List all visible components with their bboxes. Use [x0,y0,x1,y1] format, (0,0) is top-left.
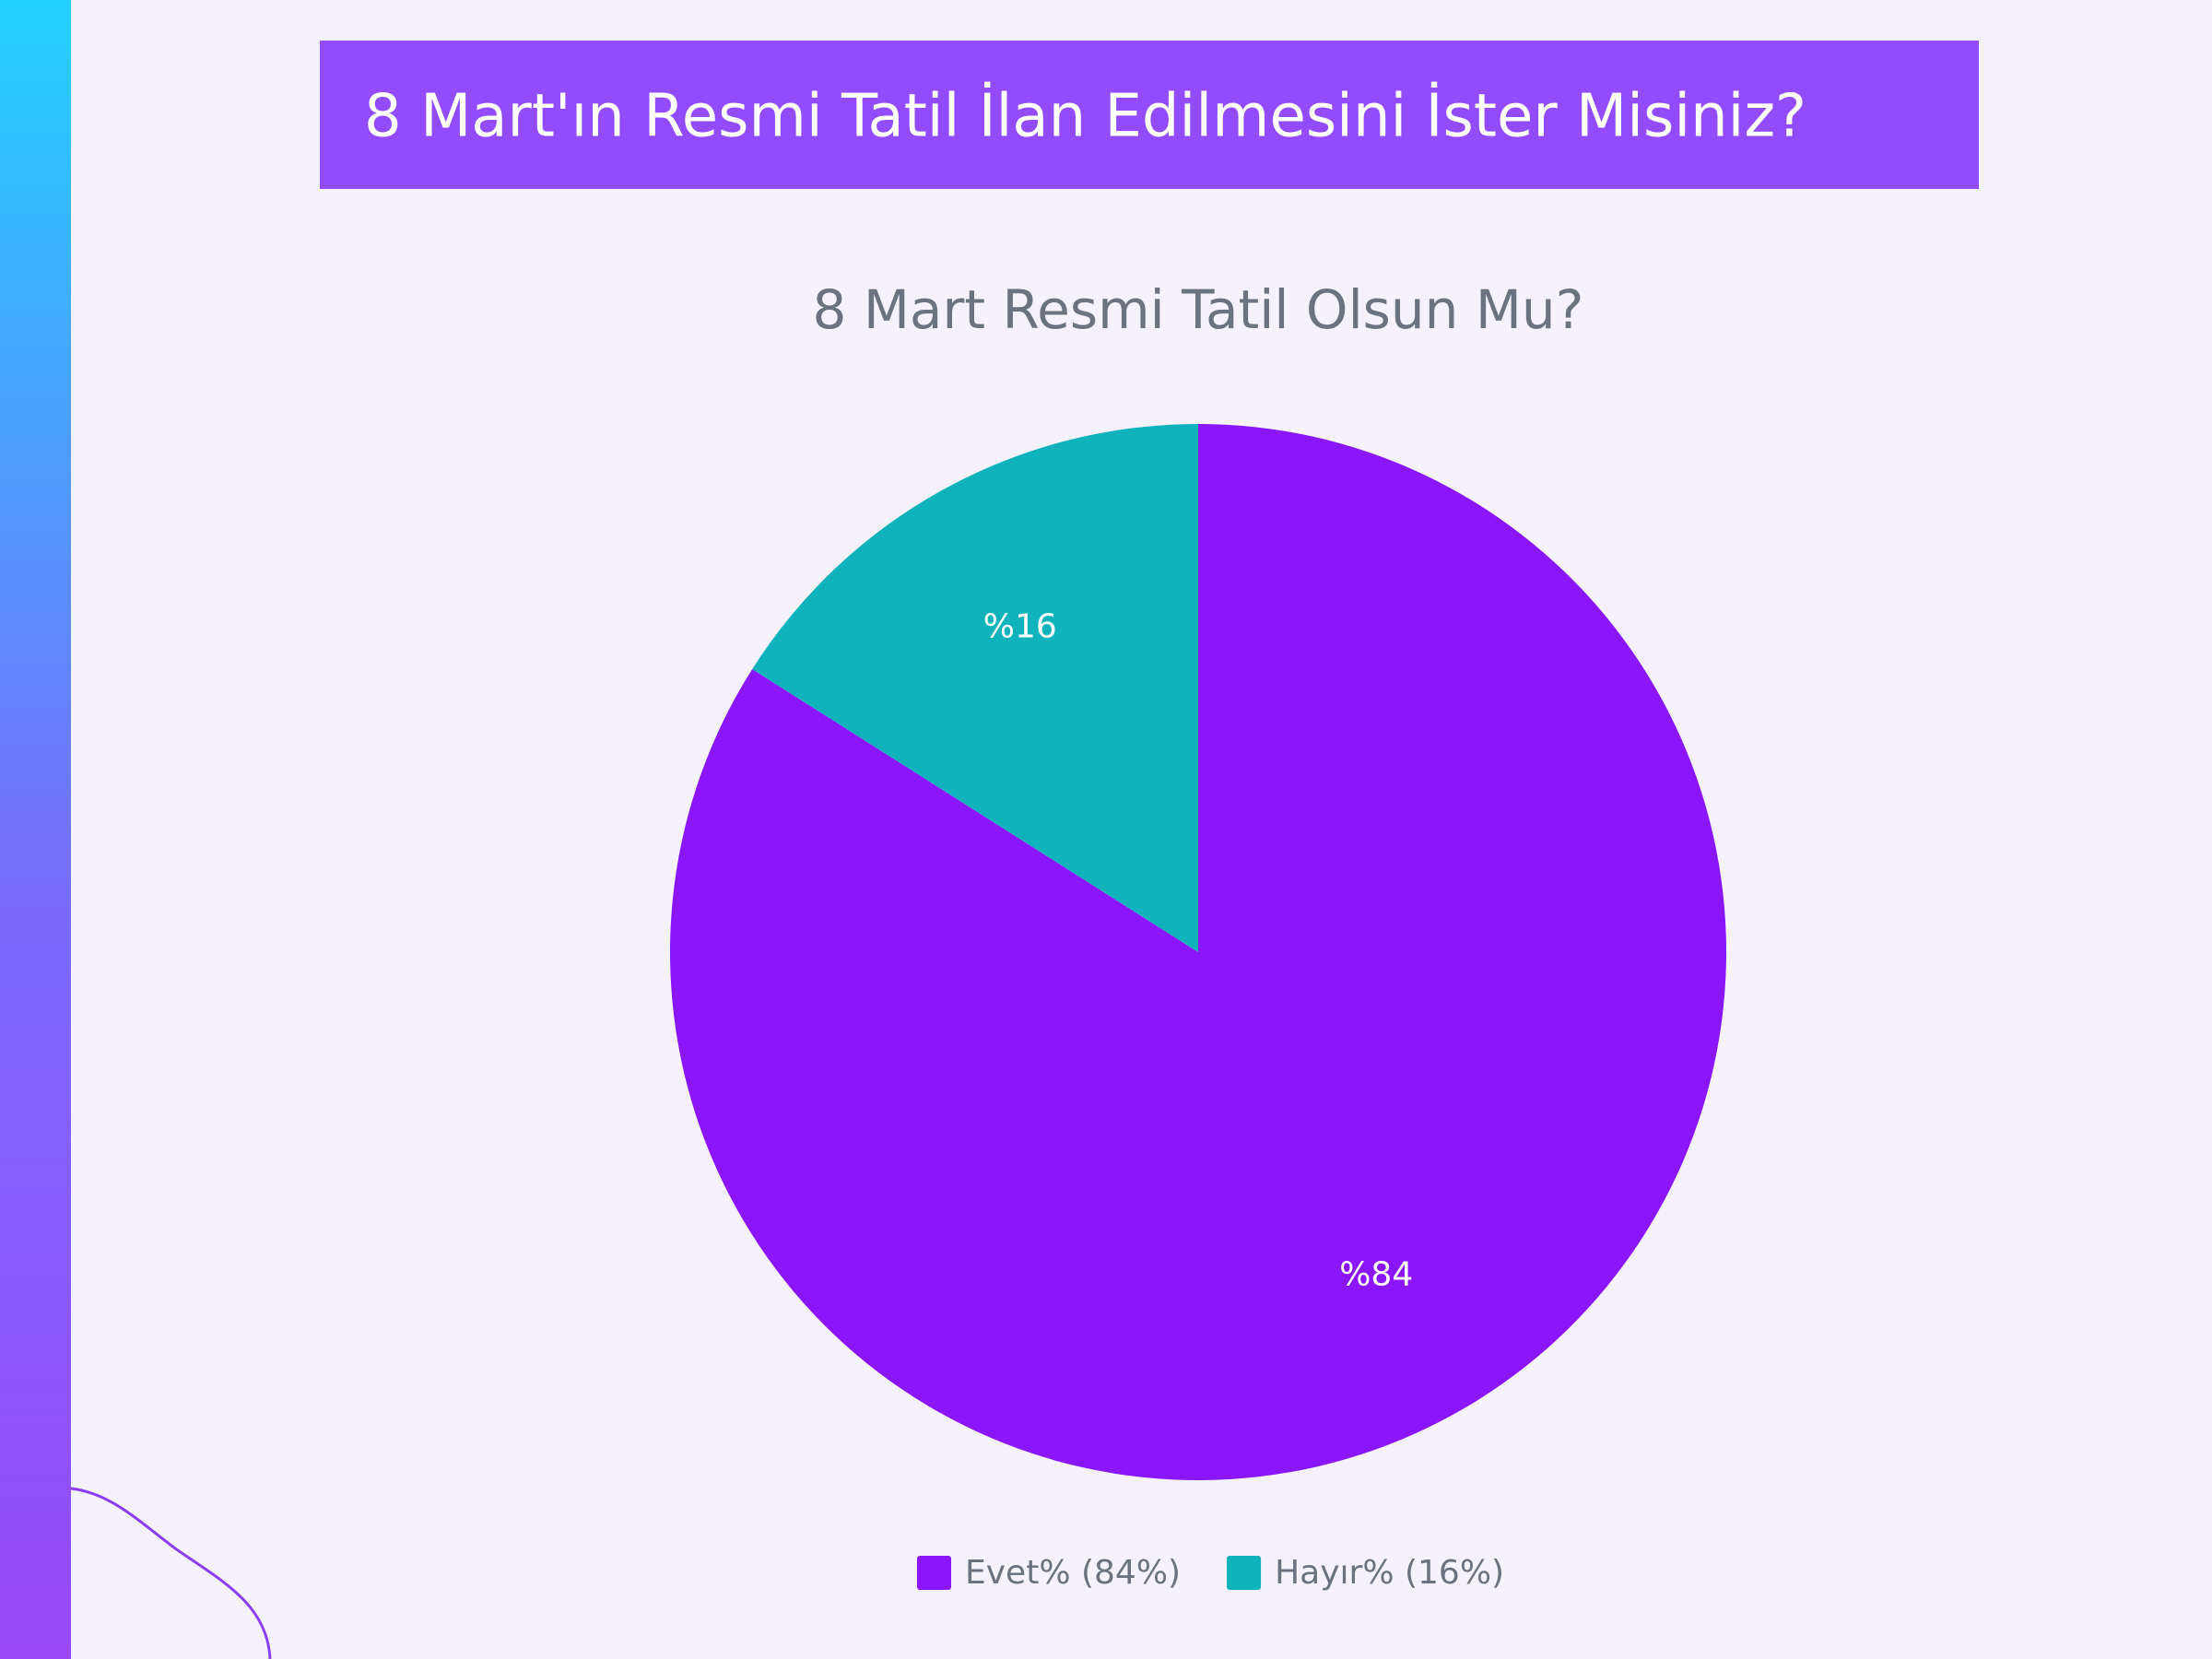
legend: Evet% (84%) Hayır% (16%) [917,1554,1504,1592]
pie-slice [752,424,1198,952]
legend-swatch [917,1556,951,1590]
header-title: 8 Mart'ın Resmi Tatil İlan Edilmesini İs… [364,82,1806,151]
pie: %84 %16 [670,424,1726,1480]
decoration-curve [70,1487,272,1659]
legend-label: Evet% (84%) [965,1554,1181,1592]
legend-swatch [1227,1556,1262,1590]
legend-label: Hayır% (16%) [1275,1554,1504,1592]
header-bar [320,41,1979,189]
chart-title: 8 Mart Resmi Tatil Olsun Mu? [813,278,1584,341]
data-label: %16 [983,608,1057,646]
data-label: %84 [1339,1255,1413,1293]
side-bar [0,0,71,1659]
